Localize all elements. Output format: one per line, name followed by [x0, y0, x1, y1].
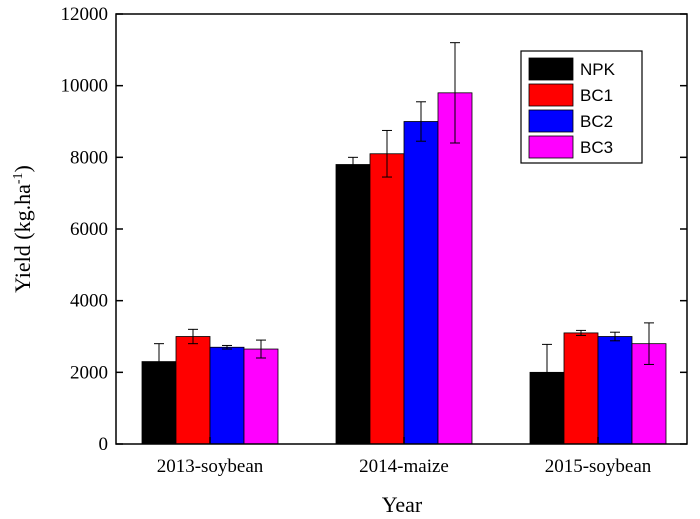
y-tick-label: 0 — [99, 434, 109, 455]
bar-bc3-2 — [437, 92, 473, 445]
bar-npk-2 — [335, 164, 371, 445]
legend-label-bc1: BC1 — [580, 86, 613, 105]
y-axis: 0 2000 4000 6000 8000 10000 12000 — [61, 4, 687, 455]
y-tick-label: 4000 — [70, 291, 108, 312]
y-tick-label: 10000 — [61, 76, 109, 97]
bar-bc2-1 — [209, 346, 245, 445]
legend-label-npk: NPK — [580, 60, 616, 79]
bar-bc3-1 — [243, 348, 279, 445]
legend-swatch-bc2 — [528, 109, 574, 133]
legend-swatch-npk — [528, 57, 574, 81]
legend-label-bc2: BC2 — [580, 112, 613, 131]
x-tick-label: 2013-soybean — [157, 456, 264, 477]
bars-layer — [141, 92, 667, 445]
bar-bc1-1 — [175, 336, 211, 445]
x-tick-label: 2014-maize — [359, 456, 449, 477]
bar-bc1-3 — [563, 332, 599, 445]
error-bars-layer — [154, 42, 654, 401]
bar-bc2-3 — [597, 336, 633, 445]
y-tick-label: 2000 — [70, 362, 108, 383]
x-axis: 2013-soybean 2014-maize 2015-soybean — [157, 437, 652, 477]
legend-swatch-bc3 — [528, 135, 574, 159]
y-axis-label: Yield (kg.ha-1) — [10, 165, 35, 293]
y-tick-label: 12000 — [61, 4, 109, 25]
x-axis-label: Year — [382, 492, 423, 517]
y-axis-label-main: Yield (kg.ha — [10, 184, 35, 293]
bar-bc1-2 — [369, 153, 405, 445]
y-axis-label-superscript: -1 — [11, 172, 26, 184]
y-tick-label: 6000 — [70, 219, 108, 240]
legend-label-bc3: BC3 — [580, 138, 613, 157]
legend-swatch-bc1 — [528, 83, 574, 107]
y-tick-label: 8000 — [70, 147, 108, 168]
legend: NPK BC1 BC2 BC3 — [520, 50, 643, 164]
y-axis-label-close: ) — [10, 165, 35, 172]
bar-bc2-2 — [403, 121, 439, 445]
x-tick-label: 2015-soybean — [545, 456, 652, 477]
